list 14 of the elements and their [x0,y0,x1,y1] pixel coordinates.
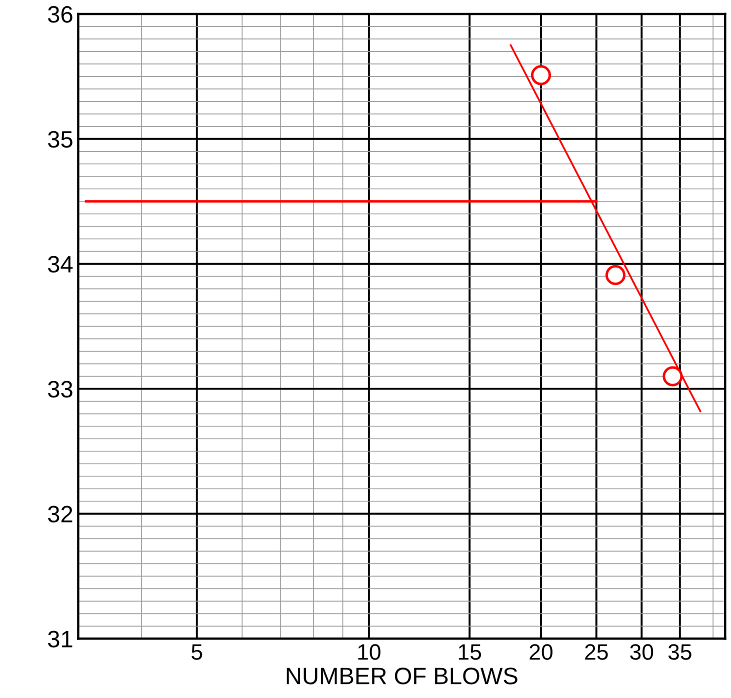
y-tick-label: 36 [48,6,72,23]
x-tick-label: 10 [358,644,380,660]
x-tick-label: 30 [630,644,654,660]
y-tick-label: 31 [48,630,72,648]
x-tick-label: 15 [458,644,482,660]
y-tick-label: 35 [48,130,72,148]
x-axis-title: NUMBER OF BLOWS [286,668,518,684]
y-tick-label: 33 [48,380,72,398]
x-tick-label: 25 [585,644,608,660]
x-tick-label: 20 [530,644,552,660]
y-tick-label: 32 [48,506,72,523]
x-tick-label: 35 [668,644,692,660]
x-tick-label: 5 [192,644,202,660]
y-tick-label: 34 [48,256,73,273]
